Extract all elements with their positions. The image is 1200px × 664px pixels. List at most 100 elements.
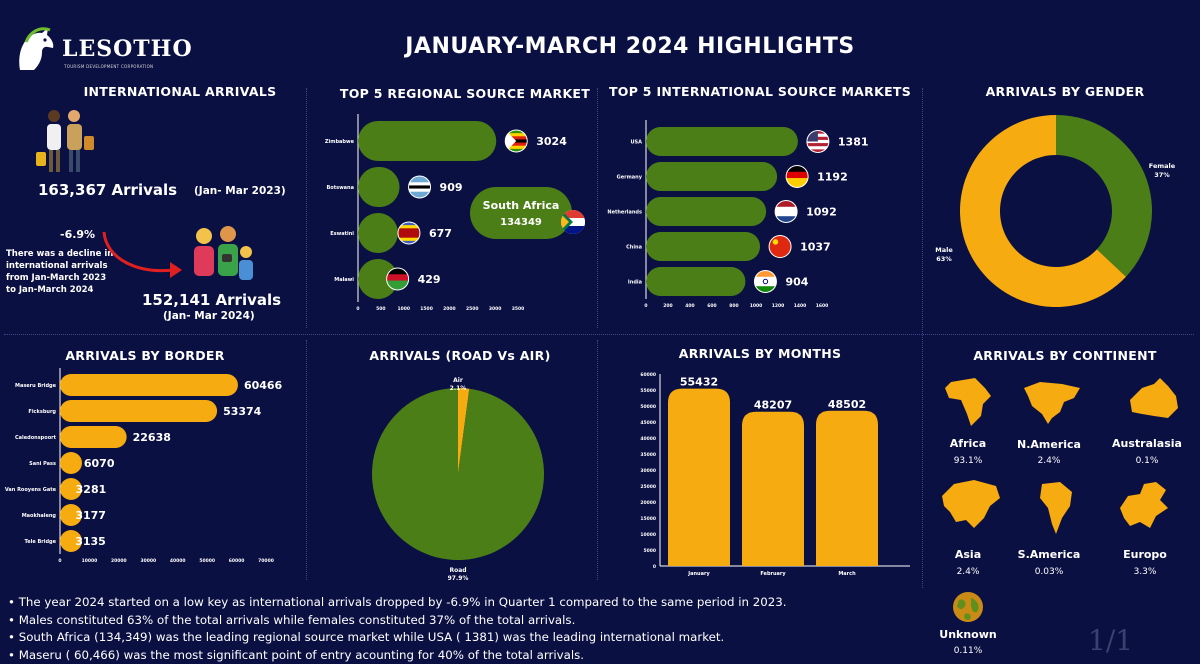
continent-label: Europo [1100, 548, 1190, 561]
bar-category-label: Van Rooyens Gate [5, 487, 57, 493]
malawi-flag [387, 268, 409, 291]
x-tick-label: 70000 [258, 558, 274, 564]
bar [646, 197, 766, 226]
bar-category-label: Zimbabwe [325, 139, 355, 145]
y-tick-label: 45000 [640, 420, 656, 426]
x-tick-label: 1000 [750, 303, 763, 309]
y-tick-label: 30000 [640, 468, 656, 474]
bar [668, 389, 730, 566]
flag-stripe [387, 281, 409, 285]
north-america-icon [1020, 378, 1086, 428]
lesotho-logo: LESOTHO TOURISM DEVELOPMENT CORPORATION [12, 24, 182, 72]
continent-percent: 3.3% [1100, 567, 1190, 577]
border-title: ARRIVALS BY BORDER [40, 348, 250, 363]
bar-value-label: 1092 [806, 206, 837, 219]
x-tick-label: 2000 [443, 306, 456, 312]
bar-category-label: Sani Pass [29, 461, 56, 467]
divider [4, 334, 1194, 335]
x-tick-label: 0 [356, 306, 359, 312]
travellers-icon [30, 106, 100, 178]
slice-label: Road [449, 567, 466, 574]
callout-name: South Africa [470, 199, 572, 212]
flag-stripe [387, 277, 409, 281]
x-tick-label: 1600 [816, 303, 829, 309]
divider [306, 88, 307, 328]
bar [646, 162, 777, 191]
page-number: 1/1 [1088, 624, 1133, 657]
callout-value: 134349 [470, 217, 572, 228]
slice-label: Female [1149, 162, 1176, 170]
bar-category-label: Caledonspoort [15, 435, 57, 441]
bar-value-label: 909 [440, 181, 463, 194]
germany-flag [786, 166, 808, 189]
netherlands-flag [775, 201, 797, 224]
india-flag [754, 271, 776, 294]
bar-value-label: 1037 [800, 241, 831, 254]
gender-title: ARRIVALS BY GENDER [940, 84, 1190, 99]
bar-value-label: 60466 [244, 379, 283, 392]
flag-stripe [775, 213, 797, 217]
x-tick-label: 1400 [794, 303, 807, 309]
eswatini-flag [398, 222, 420, 245]
decline-arrow-icon [96, 228, 186, 284]
summary-bullet: Maseru ( 60,466) was the most significan… [8, 647, 1008, 664]
months-title: ARRIVALS BY MONTHS [630, 346, 890, 361]
y-tick-label: 25000 [640, 484, 656, 490]
slice-label: 63% [936, 255, 952, 263]
flag-stripe [409, 182, 431, 186]
flag-stripe [775, 210, 797, 214]
bar-value-label: 22638 [133, 431, 171, 444]
decline-note-line: to Jan-March 2024 [6, 284, 113, 296]
x-tick-label: 600 [707, 303, 716, 309]
bar-category-label: USA [630, 140, 642, 146]
bar-value-label: 3135 [75, 535, 106, 548]
y-tick-label: 15000 [640, 516, 656, 522]
y-tick-label: 0 [653, 564, 656, 570]
logo-subtitle: TOURISM DEVELOPMENT CORPORATION [64, 64, 153, 69]
bar [358, 121, 496, 161]
bar-category-label: Maokhaleng [22, 513, 57, 519]
logo-text: LESOTHO [62, 36, 193, 62]
slice-label: 37% [1154, 171, 1170, 179]
continent-percent: 2.4% [1004, 456, 1094, 466]
bar-value-label: 48207 [754, 399, 792, 412]
y-tick-label: 50000 [640, 404, 656, 410]
international-title: TOP 5 INTERNATIONAL SOURCE MARKETS [600, 84, 920, 99]
donut-slice [1056, 115, 1152, 277]
bar [358, 167, 400, 207]
continent-label: S.America [1004, 548, 1094, 561]
bar-value-label: 48502 [828, 398, 866, 411]
summary-bullet: The year 2024 started on a low key as in… [8, 594, 1008, 612]
period-2023: (Jan- Mar 2023) [194, 185, 286, 197]
slice-label: Male [935, 246, 953, 254]
flag-stripe [398, 228, 420, 232]
continent-label: Africa [923, 437, 1013, 450]
europe-icon [1110, 478, 1174, 536]
bar-category-label: Maseru Bridge [15, 383, 57, 389]
slice-label: 97.9% [448, 575, 469, 582]
x-tick-label: January [687, 571, 710, 577]
australia-icon [1124, 376, 1184, 426]
bar [60, 400, 217, 422]
bar [646, 127, 798, 156]
x-tick-label: 3000 [489, 306, 502, 312]
x-tick-label: 400 [685, 303, 694, 309]
flag-stripe [409, 185, 431, 189]
continent-label: N.America [1004, 438, 1094, 451]
flag-stripe [398, 231, 420, 235]
summary-notes: The year 2024 started on a low key as in… [8, 594, 1008, 664]
bar-category-label: Netherlands [607, 210, 642, 216]
y-tick-label: 20000 [640, 500, 656, 506]
china-flag [769, 236, 791, 259]
africa-icon [941, 374, 995, 428]
flag-stripe [387, 274, 409, 278]
summary-bullet: South Africa (134,349) was the leading r… [8, 629, 1008, 647]
bar-value-label: 904 [785, 276, 808, 289]
divider [306, 340, 307, 580]
continent-percent: 93.1% [923, 456, 1013, 466]
months-bar-chart: 0500010000150002000025000300003500040000… [604, 362, 924, 582]
flag-stripe [807, 143, 829, 147]
bar [60, 374, 238, 396]
